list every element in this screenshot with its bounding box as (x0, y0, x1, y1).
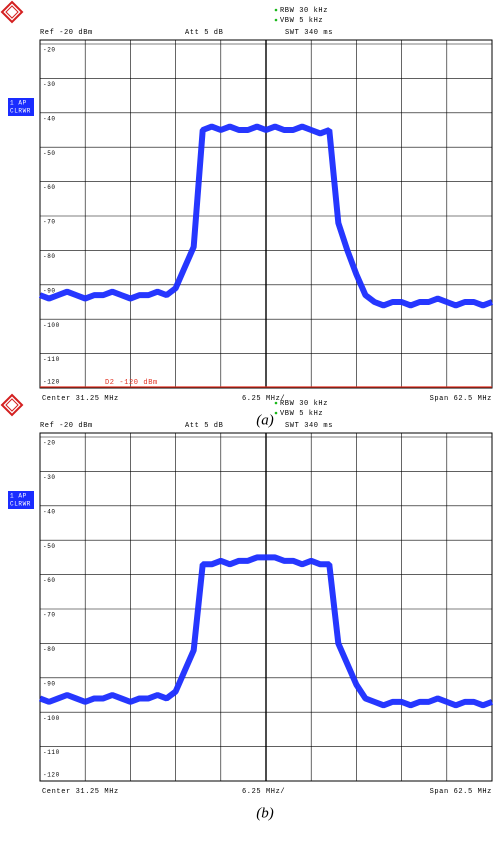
y-tick-label: -70 (43, 612, 56, 619)
trace-info: CLRWR (10, 501, 31, 508)
y-tick-label: -60 (43, 184, 56, 191)
logo (0, 393, 24, 417)
trace-info: 1 AP (10, 493, 27, 500)
y-tick-label: -110 (43, 356, 60, 363)
span: Span 62.5 MHz (430, 788, 492, 796)
y-tick-label: -30 (43, 81, 56, 88)
y-tick-label: -120 (43, 772, 60, 779)
vbw: VBW 5 kHz (280, 410, 323, 418)
y-tick-label: -30 (43, 474, 56, 481)
y-tick-label: -110 (43, 749, 60, 756)
swt: SWT 340 ms (285, 422, 333, 430)
division: 6.25 MHz/ (242, 395, 285, 403)
display-line-label: D2 -120 dBm (105, 379, 158, 387)
attenuation: Att 5 dB (185, 29, 223, 37)
attenuation: Att 5 dB (185, 422, 223, 430)
y-tick-label: -40 (43, 115, 56, 122)
trace-info: 1 AP (10, 100, 27, 107)
logo (0, 0, 24, 24)
logo-inner (5, 5, 19, 19)
ref-level: Ref -20 dBm (40, 29, 93, 37)
caption: (a) (256, 412, 274, 428)
trace (38, 123, 494, 309)
trace-info-box (8, 98, 34, 116)
y-tick-label: -80 (43, 253, 56, 260)
y-tick-label: -120 (43, 379, 60, 386)
trace (38, 554, 494, 709)
rbw: RBW 30 kHz (280, 400, 328, 408)
y-tick-label: -90 (43, 680, 56, 687)
bullet (274, 401, 278, 405)
vbw: VBW 5 kHz (280, 17, 323, 25)
y-tick-label: -90 (43, 287, 56, 294)
y-tick-label: -100 (43, 715, 60, 722)
y-tick-label: -20 (43, 47, 56, 54)
y-tick-label: -80 (43, 646, 56, 653)
span: Span 62.5 MHz (430, 395, 492, 403)
y-tick-label: -100 (43, 322, 60, 329)
bullet (274, 18, 278, 22)
y-tick-label: -60 (43, 577, 56, 584)
y-tick-label: -40 (43, 508, 56, 515)
y-tick-label: -50 (43, 543, 56, 550)
y-tick-label: -50 (43, 150, 56, 157)
ref-level: Ref -20 dBm (40, 422, 93, 430)
caption: (b) (256, 805, 274, 821)
bullet (274, 8, 278, 12)
logo-inner (5, 398, 19, 412)
division: 6.25 MHz/ (242, 788, 285, 796)
y-tick-label: -20 (43, 440, 56, 447)
trace-info-box (8, 491, 34, 509)
bullet (274, 411, 278, 415)
rbw: RBW 30 kHz (280, 7, 328, 15)
y-tick-label: -70 (43, 219, 56, 226)
center-frequency: Center 31.25 MHz (42, 788, 119, 796)
trace-info: CLRWR (10, 108, 31, 115)
center-frequency: Center 31.25 MHz (42, 395, 119, 403)
swt: SWT 340 ms (285, 29, 333, 37)
